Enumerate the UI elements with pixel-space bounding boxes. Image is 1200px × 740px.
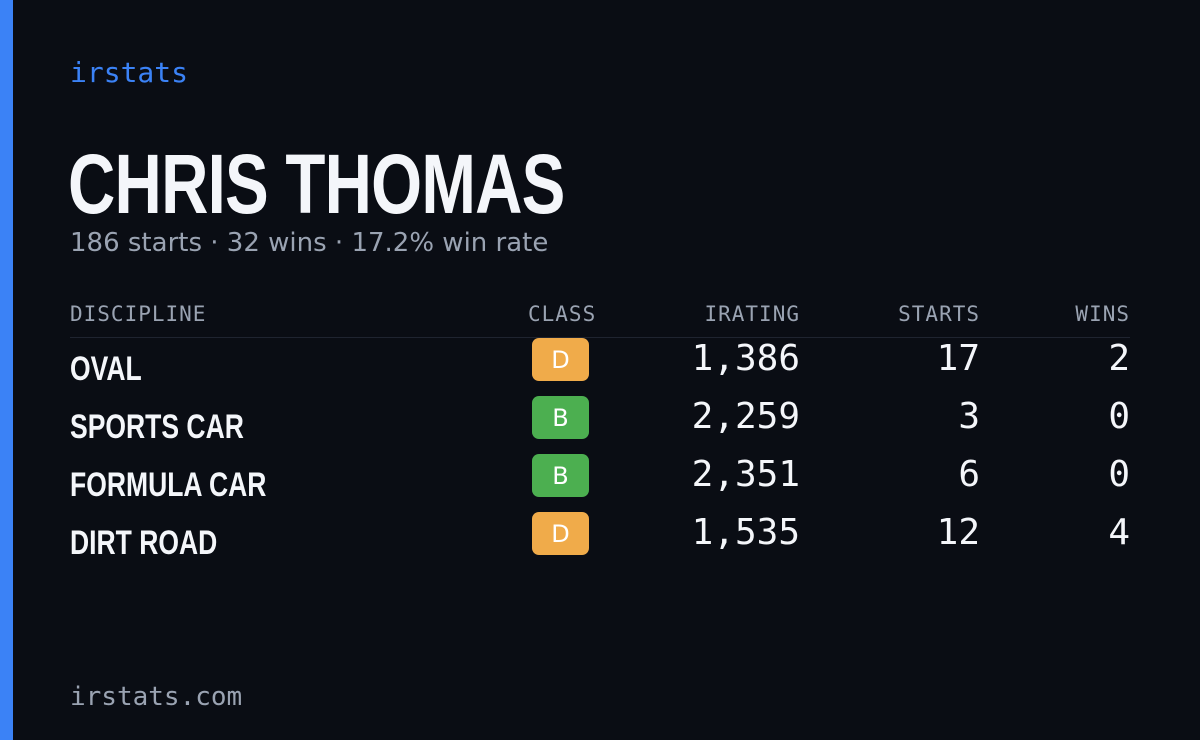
irating-value: 1,535 (691, 512, 800, 553)
header-starts: STARTS (898, 302, 980, 326)
header-wins: WINS (1075, 302, 1130, 326)
class-badge: D (532, 338, 589, 381)
header-discipline: DISCIPLINE (70, 302, 207, 326)
class-badge: B (532, 396, 589, 439)
player-name: CHRIS THOMAS (68, 137, 565, 231)
footer-url: irstats.com (70, 682, 243, 712)
starts-value: 17 (936, 338, 980, 379)
wins-value: 2 (1108, 338, 1130, 379)
table-row: SPORTS CAR B 2,259 3 0 (70, 396, 1130, 454)
stats-table: DISCIPLINE CLASS IRATING STARTS WINS OVA… (70, 296, 1130, 570)
irating-value: 2,259 (691, 396, 800, 437)
table-header: DISCIPLINE CLASS IRATING STARTS WINS (70, 296, 1130, 338)
table-row: FORMULA CAR B 2,351 6 0 (70, 454, 1130, 512)
player-summary: 186 starts · 32 wins · 17.2% win rate (70, 228, 549, 258)
header-class: CLASS (528, 302, 597, 326)
table-row: DIRT ROAD D 1,535 12 4 (70, 512, 1130, 570)
discipline-name: SPORTS CAR (70, 408, 244, 446)
class-badge: D (532, 512, 589, 555)
wins-value: 4 (1108, 512, 1130, 553)
table-row: OVAL D 1,386 17 2 (70, 338, 1130, 396)
wins-value: 0 (1108, 396, 1130, 437)
class-badge: B (532, 454, 589, 497)
wins-value: 0 (1108, 454, 1130, 495)
starts-value: 6 (958, 454, 980, 495)
discipline-name: FORMULA CAR (70, 466, 267, 504)
header-irating: IRATING (704, 302, 800, 326)
starts-value: 12 (936, 512, 980, 553)
irating-value: 1,386 (691, 338, 800, 379)
brand-logo-text: irstats (70, 56, 189, 89)
starts-value: 3 (958, 396, 980, 437)
irating-value: 2,351 (691, 454, 800, 495)
discipline-name: DIRT ROAD (70, 524, 218, 562)
accent-bar (0, 0, 13, 740)
discipline-name: OVAL (70, 350, 142, 388)
